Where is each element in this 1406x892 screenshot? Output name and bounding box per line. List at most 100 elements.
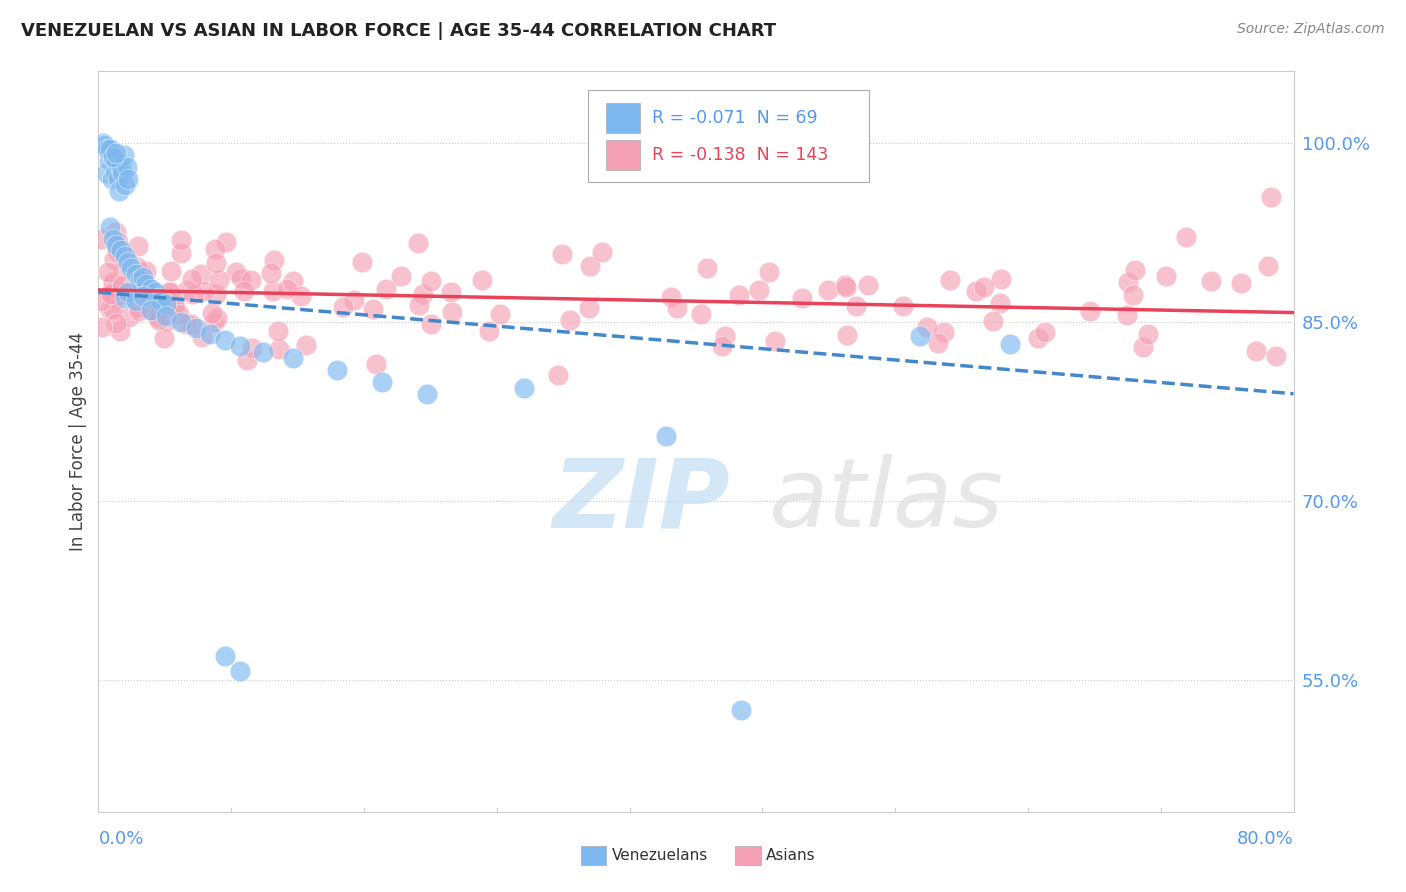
Point <box>817 283 839 297</box>
Text: Source: ZipAtlas.com: Source: ZipAtlas.com <box>1237 22 1385 37</box>
Point <box>229 339 252 353</box>
Point <box>117 255 139 269</box>
Point <box>513 381 536 395</box>
Point <box>138 302 160 317</box>
Point <box>998 336 1021 351</box>
Point <box>471 273 494 287</box>
FancyBboxPatch shape <box>606 140 640 169</box>
Point <box>108 184 131 198</box>
Text: R = -0.138  N = 143: R = -0.138 N = 143 <box>652 146 828 164</box>
Point <box>728 288 751 302</box>
Point <box>114 291 136 305</box>
Point <box>478 324 501 338</box>
Point <box>229 664 252 678</box>
Point <box>1078 303 1101 318</box>
Point <box>110 244 132 258</box>
Point <box>665 301 688 315</box>
Point <box>169 307 191 321</box>
Point <box>1116 275 1139 289</box>
Point <box>547 368 569 382</box>
Text: R = -0.071  N = 69: R = -0.071 N = 69 <box>652 109 817 127</box>
Point <box>965 284 987 298</box>
Point <box>180 317 202 331</box>
Point <box>295 338 318 352</box>
Point <box>352 255 374 269</box>
Point <box>169 315 191 329</box>
Point <box>170 233 193 247</box>
Point <box>103 148 125 162</box>
Point <box>93 138 115 153</box>
Text: Asians: Asians <box>766 848 815 863</box>
Point <box>101 171 124 186</box>
Point <box>143 285 166 300</box>
Point <box>558 312 581 326</box>
Point <box>908 329 931 343</box>
Point <box>239 273 262 287</box>
Point <box>290 289 312 303</box>
Point <box>117 285 139 300</box>
Point <box>103 150 125 164</box>
Point <box>105 289 128 303</box>
Point <box>90 293 112 308</box>
Point <box>105 245 128 260</box>
Point <box>125 293 148 308</box>
Point <box>96 142 118 156</box>
Point <box>165 298 187 312</box>
Point <box>252 345 274 359</box>
Point <box>150 293 173 308</box>
Point <box>1174 229 1197 244</box>
Point <box>152 331 174 345</box>
Point <box>127 239 149 253</box>
Point <box>260 266 283 280</box>
Point <box>148 312 170 326</box>
Point <box>215 235 238 249</box>
Point <box>267 342 290 356</box>
Point <box>1132 340 1154 354</box>
Point <box>343 293 366 307</box>
Point <box>129 273 152 287</box>
Text: ZIP: ZIP <box>553 454 731 548</box>
Point <box>981 314 1004 328</box>
Point <box>440 285 463 299</box>
Point <box>103 302 125 317</box>
Point <box>205 311 228 326</box>
Point <box>858 277 880 292</box>
Point <box>214 333 236 347</box>
Point <box>103 252 125 266</box>
FancyBboxPatch shape <box>606 103 640 133</box>
Text: atlas: atlas <box>768 454 1002 548</box>
Point <box>1264 350 1286 364</box>
Point <box>834 279 856 293</box>
Text: 0.0%: 0.0% <box>98 830 143 847</box>
FancyBboxPatch shape <box>589 90 869 183</box>
Point <box>125 260 148 275</box>
Point <box>170 246 193 260</box>
Point <box>406 236 429 251</box>
Point <box>201 306 224 320</box>
Point <box>281 351 304 365</box>
Point <box>139 282 162 296</box>
Point <box>104 166 127 180</box>
Point <box>208 273 231 287</box>
Point <box>176 318 198 332</box>
Point <box>112 261 135 276</box>
Point <box>132 269 155 284</box>
Point <box>94 166 117 180</box>
Point <box>115 160 138 174</box>
Point <box>973 279 995 293</box>
Point <box>112 286 135 301</box>
Point <box>845 299 868 313</box>
Point <box>696 260 718 275</box>
Point <box>1244 344 1267 359</box>
Point <box>263 253 285 268</box>
Point <box>710 339 733 353</box>
Point <box>103 231 125 245</box>
Point <box>105 237 128 252</box>
Point <box>730 703 752 717</box>
Point <box>1199 274 1222 288</box>
Point <box>120 261 142 276</box>
Point <box>579 259 602 273</box>
Point <box>111 278 134 293</box>
Text: Venezuelans: Venezuelans <box>612 848 707 863</box>
Point <box>412 286 434 301</box>
